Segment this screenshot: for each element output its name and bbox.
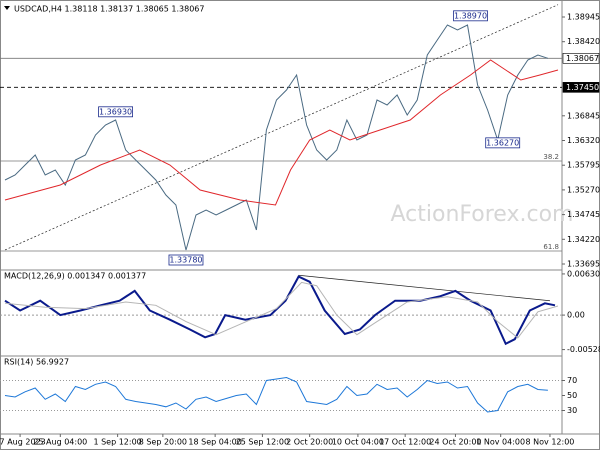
- price-box-label: 1.37450: [566, 83, 599, 92]
- x-tick-label: 1 Nov 04:00: [476, 438, 525, 447]
- annotation-label: 1.33780: [169, 256, 202, 265]
- x-tick-label: 8 Sep 20:00: [139, 438, 187, 447]
- y-tick-label: 1.36845: [567, 111, 600, 120]
- annotation-label: 1.36930: [99, 107, 132, 116]
- trendline: [298, 274, 550, 302]
- annotation-label: 1.36270: [486, 138, 519, 147]
- panel-title: USDCAD,H4 1.38118 1.38137 1.38065 1.3806…: [14, 5, 204, 14]
- y-tick-label: 1.38945: [567, 12, 600, 21]
- series-line: [4, 281, 559, 339]
- annotation-box: [98, 106, 133, 118]
- annotation-box: [453, 10, 488, 22]
- x-tick-label: 25 Sep 12:00: [236, 438, 289, 447]
- y-tick-label: 1.35795: [567, 161, 600, 170]
- x-tick-label: 25 Aug 04:00: [33, 438, 87, 447]
- y-tick-label: 30: [567, 406, 577, 415]
- price-box-label: 1.38067: [566, 54, 599, 63]
- y-tick-label: 0.006305: [567, 269, 600, 278]
- y-tick-label: 1.36320: [567, 136, 600, 145]
- series-line: [4, 275, 556, 346]
- watermark: ActionForex.com: [391, 202, 574, 227]
- panel-title: RSI(14) 56.9927: [4, 358, 69, 367]
- y-tick-label: 1.34220: [567, 235, 600, 244]
- annotation-box: [485, 137, 521, 149]
- x-tick-label: 8 Nov 12:00: [526, 438, 575, 447]
- annotation-box: [168, 254, 204, 266]
- y-tick-label: 1.35270: [567, 185, 600, 194]
- y-tick-label: 70: [567, 376, 577, 385]
- trendline: [4, 4, 559, 251]
- panel-title: MACD(12,26,9) 0.001347 0.001377: [4, 272, 146, 281]
- y-tick-label: -0.005283: [567, 345, 600, 354]
- y-tick-label: 1.38420: [567, 37, 600, 46]
- fib-label: 61.8: [543, 243, 559, 251]
- y-tick-label: 0.00: [567, 311, 585, 320]
- series-line: [4, 59, 559, 206]
- y-tick-label: 1.34745: [567, 210, 600, 219]
- x-tick-label: 17 Oct 12:00: [379, 438, 431, 447]
- y-tick-label: 50: [567, 391, 577, 400]
- x-tick-label: 17 Aug 2023: [0, 438, 46, 447]
- y-tick-label: 1.33695: [567, 260, 600, 269]
- x-tick-label: 1 Sep 12:00: [93, 438, 141, 447]
- title-arrow: [4, 6, 10, 10]
- x-tick-label: 2 Oct 20:00: [286, 438, 333, 447]
- price-box: [562, 53, 600, 64]
- series-line: [4, 24, 549, 251]
- price-box: [562, 82, 600, 93]
- x-tick-label: 10 Oct 04:00: [332, 438, 384, 447]
- fib-label: 38.2: [543, 153, 559, 161]
- x-tick-label: 18 Sep 04:00: [188, 438, 241, 447]
- x-tick-label: 24 Oct 20:00: [429, 438, 481, 447]
- series-line: [4, 376, 548, 413]
- annotation-label: 1.38970: [454, 11, 487, 20]
